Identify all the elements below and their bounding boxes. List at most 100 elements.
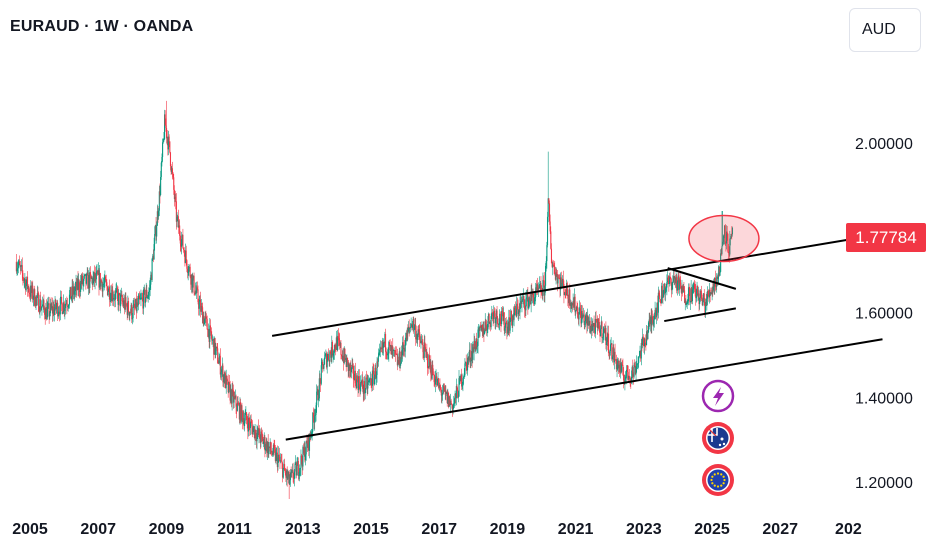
candle-body: [539, 284, 541, 289]
x-tick-label: 2015: [353, 521, 389, 538]
candle-body: [484, 331, 486, 335]
candle-body: [175, 201, 177, 222]
candle-body: [701, 292, 703, 300]
candle-body: [92, 277, 94, 285]
candle-body: [60, 296, 62, 299]
x-tick-label: 2021: [558, 521, 594, 538]
candle-body: [244, 420, 246, 427]
candle-body: [184, 250, 187, 263]
candle-body: [682, 286, 684, 293]
candle-body: [327, 353, 330, 361]
candle-body: [558, 277, 560, 280]
candle-body: [314, 414, 316, 416]
candle-body: [290, 472, 292, 474]
candle-body: [85, 273, 87, 284]
candle-body: [141, 297, 143, 299]
candle-body: [362, 388, 364, 394]
candle-body: [407, 329, 409, 332]
candle-body: [217, 363, 219, 364]
candle-body: [337, 336, 339, 339]
candle-body: [421, 340, 423, 342]
candle-body: [171, 168, 173, 172]
candle-body: [117, 293, 119, 305]
candle-body: [406, 329, 408, 342]
candle-body: [717, 276, 719, 279]
candle-body: [699, 297, 701, 305]
australia-flag-icon[interactable]: [702, 422, 734, 454]
candle-body: [594, 318, 596, 334]
candle-body: [161, 157, 163, 163]
candle-body: [555, 272, 557, 280]
candle-body: [114, 292, 116, 300]
candle-body: [452, 405, 454, 412]
trendline[interactable]: [667, 267, 737, 290]
candle-body: [235, 395, 237, 407]
candle-body: [502, 313, 504, 321]
candle-body: [323, 364, 325, 369]
candle-body: [268, 446, 270, 455]
candle-body: [97, 271, 99, 275]
candle-body: [495, 318, 497, 323]
candle-body: [87, 275, 90, 289]
candle-body: [679, 279, 681, 283]
candle-body: [615, 359, 617, 360]
candle-body: [306, 443, 309, 448]
candle-body: [206, 318, 208, 330]
candle-body: [158, 210, 160, 217]
candle-body: [183, 248, 185, 250]
candle-body: [133, 303, 135, 307]
lightning-icon[interactable]: [701, 379, 735, 413]
candle-body: [131, 318, 133, 320]
candle-body: [155, 225, 157, 237]
trendline[interactable]: [271, 234, 876, 337]
candle-body: [328, 360, 330, 362]
candle-body: [263, 441, 265, 444]
x-tick-label: 2009: [149, 521, 185, 538]
candle-body: [179, 225, 181, 236]
candle-body: [631, 367, 633, 377]
candle-body: [295, 462, 297, 476]
candle-body: [288, 471, 290, 485]
candle-body: [294, 463, 296, 472]
candle-body: [696, 285, 698, 296]
candle-body: [220, 372, 222, 375]
candle-body: [503, 312, 505, 331]
candle-body: [201, 306, 203, 308]
candle-body: [548, 198, 550, 204]
candle-body: [87, 272, 89, 289]
candle-body: [478, 327, 480, 331]
symbol-title[interactable]: EURAUD · 1W · OANDA: [10, 18, 194, 35]
candle-body: [354, 370, 356, 384]
candle-body: [198, 302, 200, 309]
candle-body: [262, 437, 264, 444]
candle-body: [480, 327, 482, 331]
candle-body: [241, 405, 243, 413]
candle-body: [379, 347, 381, 350]
x-tick-label: 2007: [80, 521, 116, 538]
candle-body: [57, 302, 59, 317]
candle-body: [23, 278, 25, 281]
candle-body: [411, 324, 413, 328]
candle-body: [310, 436, 312, 438]
candle-body: [454, 393, 456, 399]
candle-body: [409, 327, 411, 329]
candle-body: [273, 444, 275, 448]
candle-body: [326, 359, 328, 368]
trendline[interactable]: [664, 307, 737, 323]
candle-body: [436, 379, 438, 386]
candle-body: [661, 285, 663, 303]
candle-body: [270, 442, 272, 451]
candle-body: [31, 285, 33, 293]
candle-body: [610, 343, 612, 345]
currency-button[interactable]: AUD: [849, 8, 921, 52]
candle-body: [597, 318, 599, 328]
trendline[interactable]: [285, 338, 883, 441]
eu-flag-icon[interactable]: [702, 464, 734, 496]
candle-body: [592, 323, 594, 327]
candle-body: [722, 241, 724, 247]
candle-body: [21, 265, 23, 274]
candle-body: [348, 364, 350, 371]
candle-body: [48, 303, 50, 317]
candle-body: [652, 320, 654, 325]
